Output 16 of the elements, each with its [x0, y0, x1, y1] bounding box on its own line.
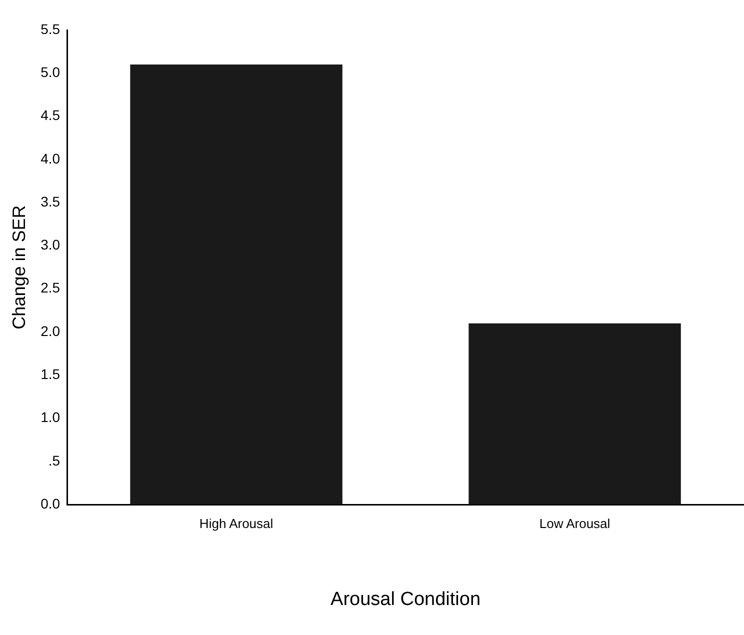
y-tick-label: 4.5 [40, 107, 60, 124]
x-tick-label: High Arousal [199, 516, 274, 531]
y-tick-label: 0.0 [40, 495, 60, 512]
y-tick-label: 5.0 [40, 64, 60, 80]
x-tick-label: Low Arousal [539, 516, 610, 531]
y-tick-label: 2.5 [40, 280, 60, 296]
y-tick-label: 5.5 [40, 20, 60, 37]
y-tick-label: .5 [48, 452, 60, 468]
x-axis-title: Arousal Condition [330, 588, 481, 610]
y-tick-label: 2.0 [40, 322, 60, 339]
y-tick-label: 1.0 [40, 409, 60, 426]
y-tick-label: 3.5 [40, 193, 60, 210]
y-tick-label: 4.0 [40, 150, 60, 166]
y-tick-label: 1.5 [40, 366, 60, 382]
y-tick-label: 3.0 [40, 236, 60, 253]
y-axis-title: Change in SER [8, 205, 29, 330]
